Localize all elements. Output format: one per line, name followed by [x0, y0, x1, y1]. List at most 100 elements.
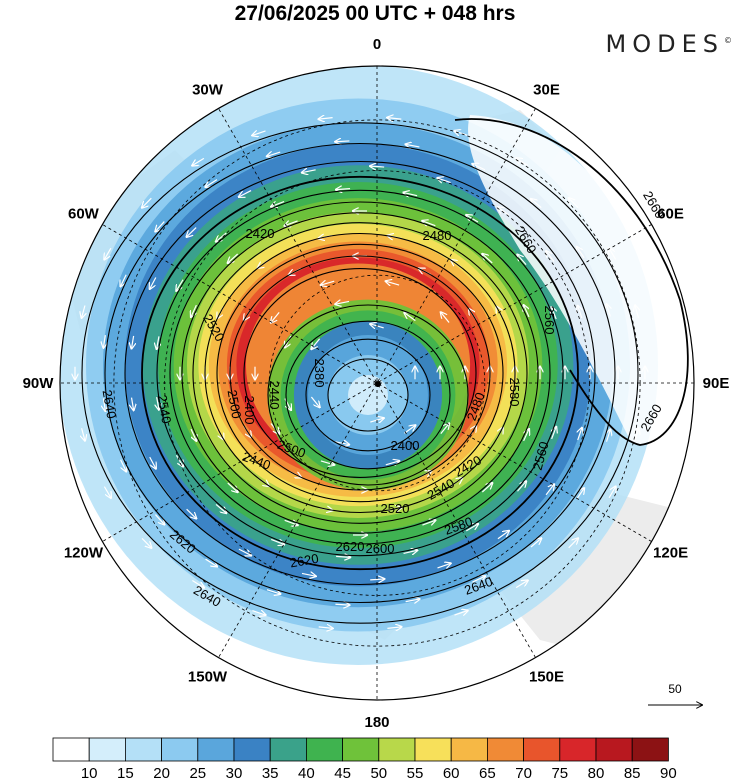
longitude-label: 30E	[533, 81, 560, 98]
contour-value-label: 2620	[336, 539, 365, 554]
wind-reference-label: 50	[668, 682, 682, 696]
height-contour-line	[285, 320, 451, 470]
wind-vector-arrow	[552, 307, 557, 320]
height-contour-line	[454, 118, 689, 446]
colorbar-tick-label: 75	[551, 765, 568, 782]
colorbar-tick-label: 60	[443, 765, 460, 782]
wind-vector-arrow	[335, 301, 350, 304]
colorbar-swatch	[486, 737, 524, 762]
wind-vector-arrow	[228, 253, 239, 263]
wind-vector-arrow	[239, 190, 252, 197]
height-contour-line	[169, 201, 551, 545]
wind-vector-arrow	[205, 558, 216, 566]
wind-vector-arrow	[438, 178, 451, 183]
colorbar-swatch	[125, 737, 163, 762]
height-contour-line	[124, 160, 596, 586]
wind-vector-arrow	[266, 590, 280, 594]
wind-vector-arrow	[607, 304, 611, 317]
colorbar-tick-label: 90	[660, 765, 677, 782]
brand-copyright-mark: ©	[724, 36, 732, 45]
colorbar-tick-label: 70	[515, 765, 532, 782]
wind-vector-arrow	[132, 397, 134, 410]
contour-value-label: 2620	[289, 551, 320, 571]
wind-vector-arrow	[155, 221, 165, 232]
wind-vector-arrow	[141, 537, 151, 547]
wind-vector-arrow	[335, 604, 349, 605]
height-contour-line	[181, 212, 539, 534]
wind-vector-arrow	[370, 579, 384, 580]
contour-value-label: 2400	[391, 438, 420, 453]
colorbar: 10 15 20 25 30 35 40 45 50 55 60 65 70 75 80 85 90	[52, 737, 677, 782]
height-contour-line	[229, 255, 491, 491]
colorbar-swatch	[342, 737, 380, 762]
wind-vector-arrow	[190, 428, 196, 441]
colorbar-swatch	[523, 737, 561, 762]
wind-vector-arrow	[440, 423, 449, 435]
wind-vector-arrow	[227, 482, 238, 492]
meridian-line	[102, 224, 652, 542]
contour-value-label: 2520	[381, 501, 410, 516]
longitude-label: 60E	[657, 206, 684, 223]
wind-vector-arrow	[578, 428, 582, 441]
colorbar-tick-label: 65	[479, 765, 496, 782]
wind-vector-arrow	[441, 312, 450, 323]
wind-vector-arrow	[132, 335, 134, 348]
colorbar-swatch	[233, 737, 271, 762]
contour-value-label: 2560	[530, 440, 552, 472]
wind-vector-arrow	[609, 248, 617, 260]
wind-vector-arrow	[321, 281, 335, 285]
colorbar-swatch	[197, 737, 235, 762]
contour-value-label: 2440	[267, 381, 282, 410]
wind-vector-arrow	[472, 576, 484, 583]
wind-vector-arrow	[157, 336, 159, 348]
height-contour-line	[243, 268, 477, 478]
wind-vector-arrow	[404, 425, 415, 434]
height-contour-line	[81, 122, 639, 624]
wind-vector-arrow	[150, 277, 157, 289]
south-pole-marker	[375, 381, 381, 387]
wind-speed-shading	[60, 66, 664, 665]
wind-vector-arrow	[422, 221, 436, 226]
wind-speed-band	[348, 375, 388, 415]
longitude-label: 90W	[23, 375, 55, 392]
wind-vector-arrow	[497, 531, 509, 540]
wind-vector-arrow	[517, 255, 527, 266]
height-contours	[81, 118, 689, 624]
wind-vector-arrow	[320, 461, 334, 465]
wind-vector-arrow	[608, 487, 616, 499]
wind-vector-arrow	[103, 398, 105, 410]
wind-vector-arrow	[482, 254, 493, 264]
meridian-line	[218, 108, 536, 658]
graticule	[60, 66, 694, 700]
wind-vector-arrow	[319, 118, 333, 120]
wind-vector-arrow	[370, 166, 385, 167]
wind-vector-arrow	[498, 207, 510, 216]
wind-vector-arrow	[82, 305, 85, 317]
contour-value-label: 2640	[100, 389, 120, 420]
wind-vector-arrow	[216, 232, 227, 242]
wind-vector-arrow	[577, 247, 585, 259]
wind-vector-arrow	[149, 456, 156, 468]
wind-vector-arrow	[142, 197, 152, 207]
wind-vector-arrow	[576, 488, 584, 500]
colorbar-swatch	[450, 737, 488, 762]
height-contour-line	[104, 142, 616, 604]
wind-vector-arrow	[285, 221, 298, 226]
colorbar-tick-label: 45	[334, 765, 351, 782]
contour-value-label: 2400	[242, 396, 257, 425]
wind-vector-arrow	[192, 580, 204, 588]
wind-vector-arrow	[176, 279, 184, 291]
longitude-label: 150W	[188, 669, 228, 686]
wind-vector-arrow	[121, 274, 127, 287]
contour-value-label: 2500	[225, 389, 245, 420]
wind-vector-arrow	[524, 305, 530, 318]
height-contour-line	[156, 189, 564, 557]
brand-name: MODES	[605, 30, 724, 58]
contour-value-label: 2420	[246, 226, 275, 241]
contour-value-label: 2560	[542, 306, 557, 335]
colorbar-tick-label: 35	[262, 765, 279, 782]
longitude-label: 90E	[703, 375, 730, 392]
colorbar-tick-label: 15	[117, 765, 134, 782]
map-boundary	[59, 65, 695, 701]
